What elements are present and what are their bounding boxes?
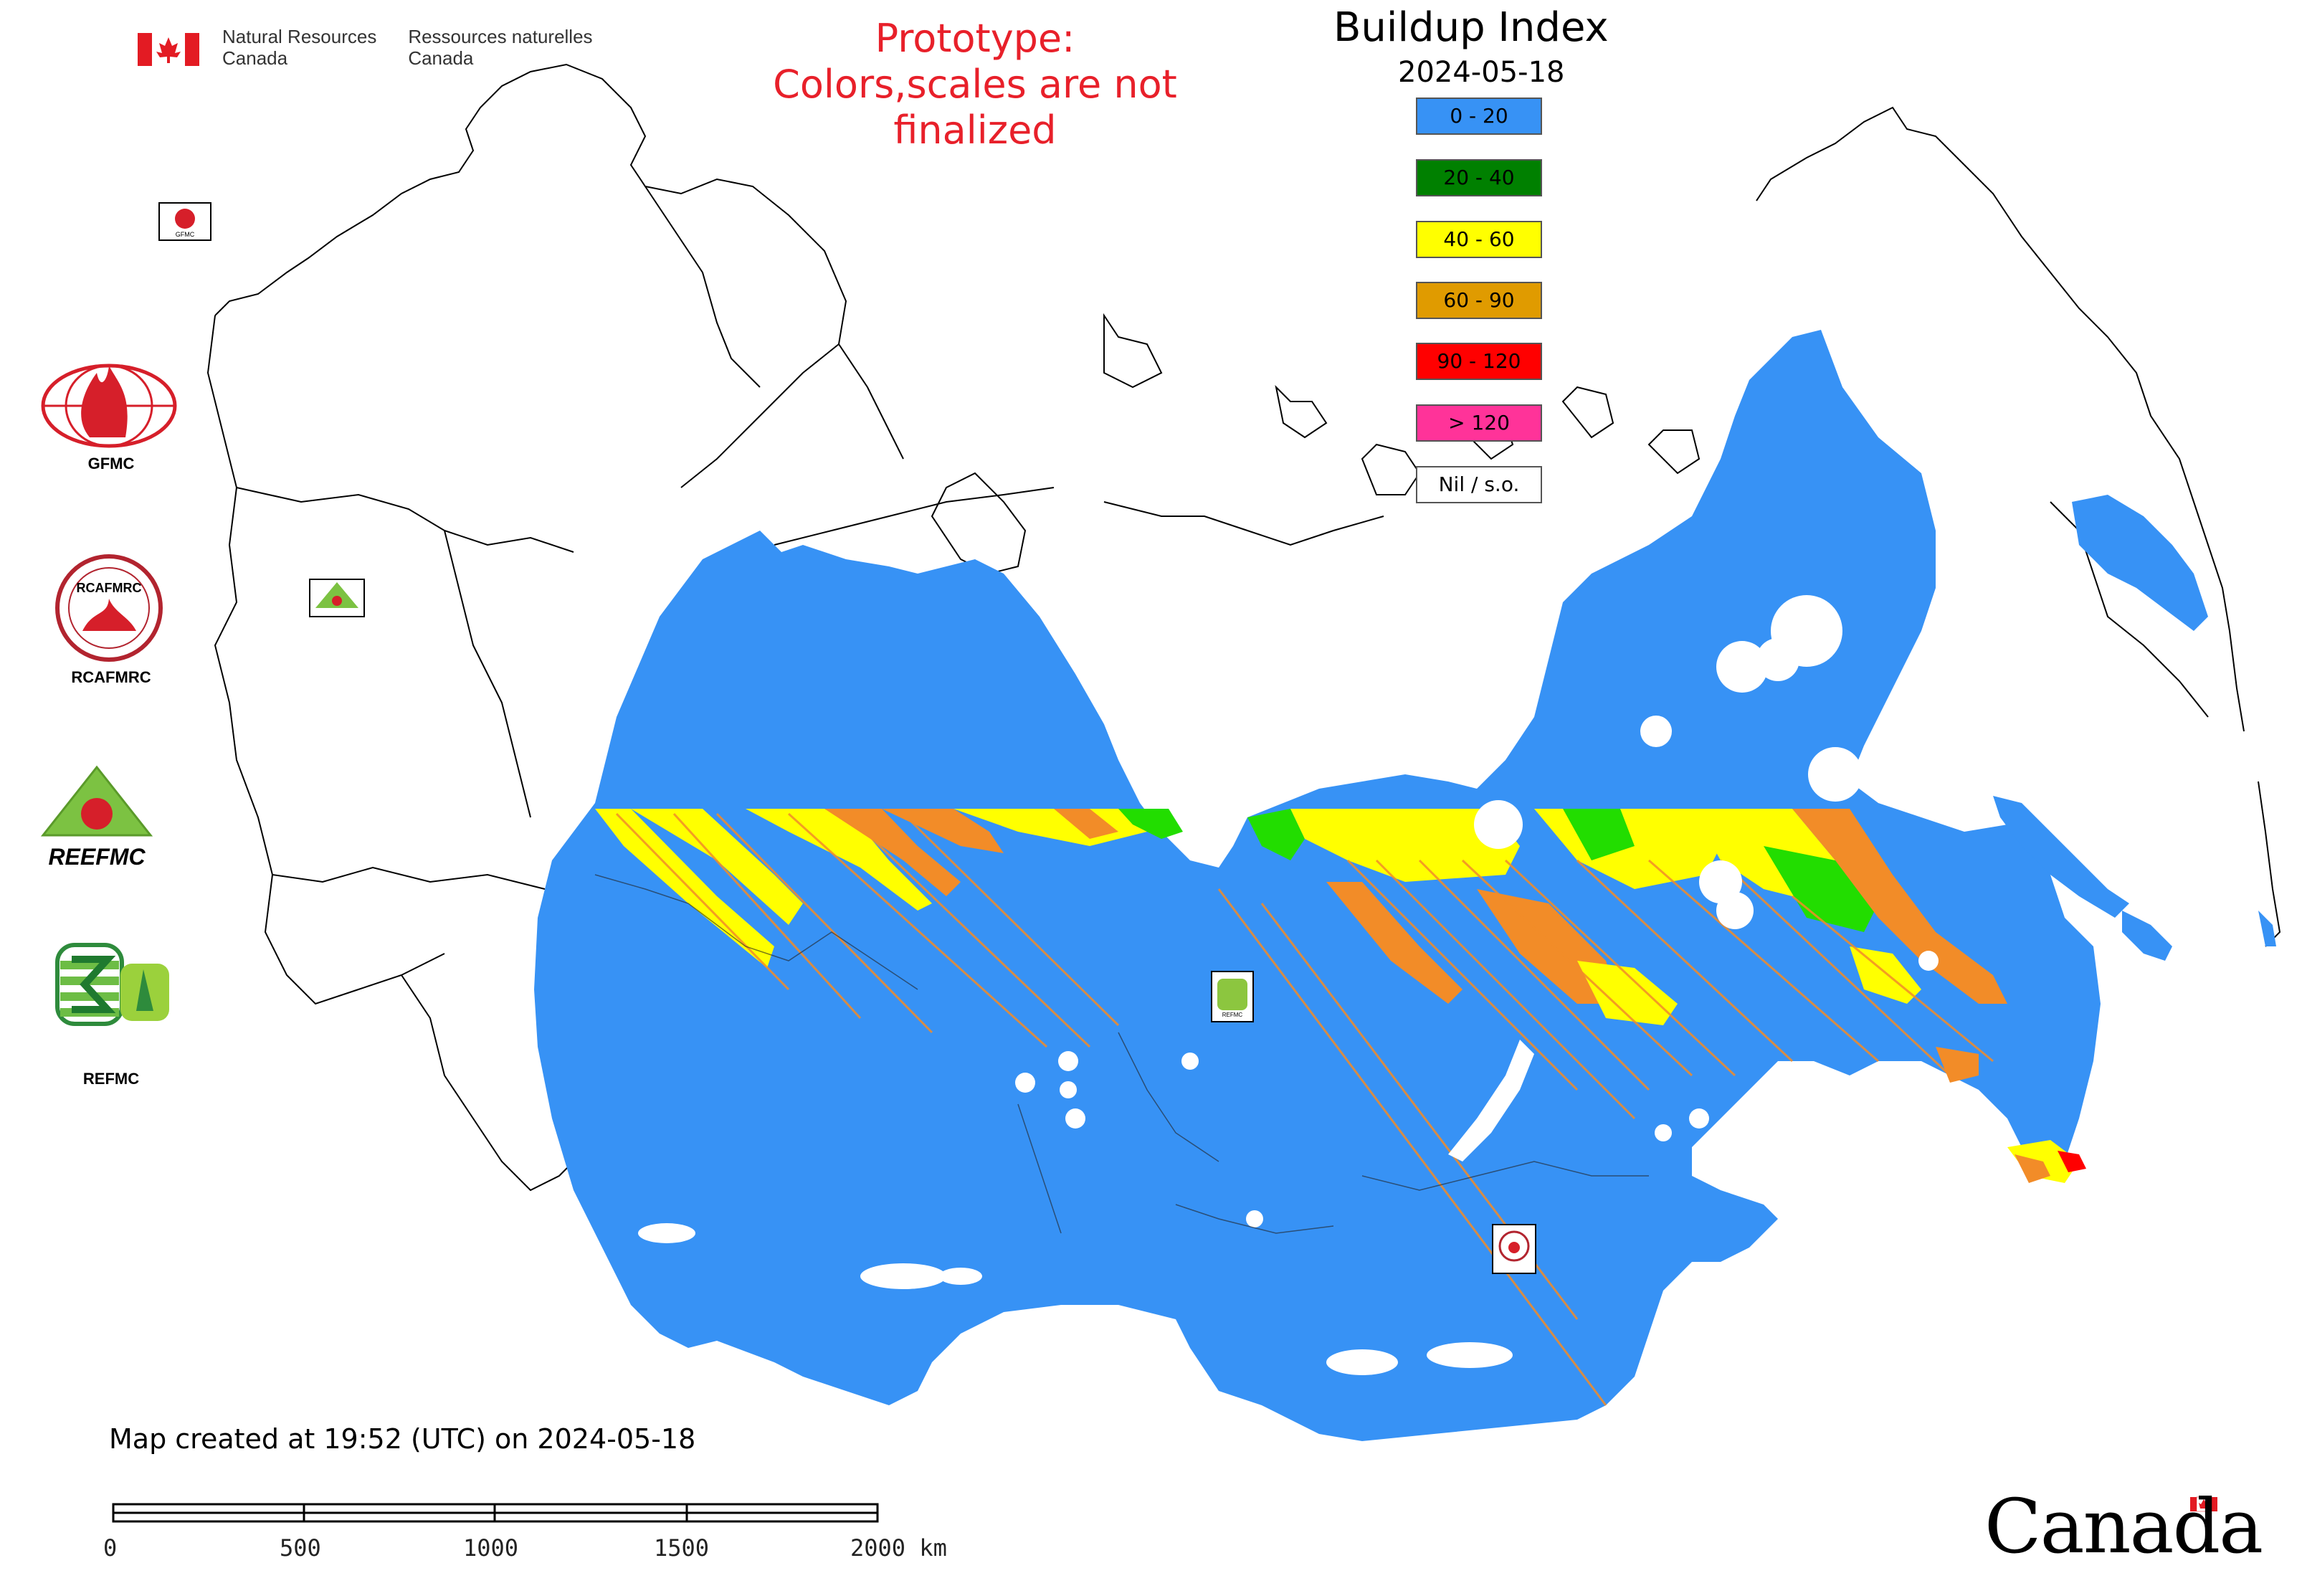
legend-title: Buildup Index bbox=[1333, 4, 1609, 51]
agency-name-en: Natural Resources Canada bbox=[222, 26, 377, 69]
svg-text:REEFMC: REEFMC bbox=[48, 844, 146, 870]
canada-wordmark: Canada bbox=[1984, 1483, 2263, 1570]
scale-label-2000: 2000 km bbox=[850, 1534, 947, 1562]
admin-borders bbox=[594, 874, 1649, 1234]
legend-item: > 120 bbox=[1416, 404, 1542, 442]
legend-date: 2024-05-18 bbox=[1398, 56, 1565, 89]
gfmc-label: GFMC bbox=[87, 455, 135, 472]
refmc-label: REFMC bbox=[82, 1070, 140, 1088]
svg-text:GFMC: GFMC bbox=[176, 231, 195, 238]
reefmc-logo: REEFMC bbox=[40, 765, 153, 870]
agency-name-fr: Ressources naturelles Canada bbox=[408, 26, 593, 69]
canada-wordmark-flag-icon bbox=[2190, 1496, 2217, 1512]
svg-text:REFMC: REFMC bbox=[1222, 1012, 1243, 1018]
nil-areas bbox=[638, 595, 1939, 1375]
map-marker-refmc: REFMC bbox=[1211, 971, 1254, 1022]
svg-text:RCAFMRC: RCAFMRC bbox=[77, 581, 142, 595]
refmc-logo bbox=[55, 943, 169, 1026]
legend-item: 20 - 40 bbox=[1416, 159, 1542, 196]
legend-item: 90 - 120 bbox=[1416, 343, 1542, 380]
buildup-index-raster bbox=[534, 330, 2276, 1441]
legend-item: Nil / s.o. bbox=[1416, 466, 1542, 503]
scale-bar bbox=[112, 1503, 879, 1523]
scale-label-500: 500 bbox=[280, 1534, 321, 1562]
map-marker-reefmc bbox=[309, 579, 365, 617]
rcafmrc-logo: RCAFMRC bbox=[55, 554, 163, 662]
scale-label-1500: 1500 bbox=[654, 1534, 710, 1562]
scale-label-0: 0 bbox=[103, 1534, 118, 1562]
map-marker-gfmc: GFMC bbox=[158, 202, 211, 241]
legend-item: 40 - 60 bbox=[1416, 221, 1542, 258]
rcafmrc-label: RCAFMRC bbox=[71, 668, 151, 686]
legend-item: 0 - 20 bbox=[1416, 98, 1542, 135]
map-created-note: Map created at 19:52 (UTC) on 2024-05-18 bbox=[109, 1423, 696, 1455]
gfmc-logo bbox=[41, 364, 177, 448]
map-marker-rcafmrc bbox=[1492, 1224, 1536, 1274]
legend-item: 60 - 90 bbox=[1416, 282, 1542, 319]
government-header: Natural Resources Canada Ressources natu… bbox=[136, 26, 593, 69]
scale-label-1000: 1000 bbox=[463, 1534, 519, 1562]
prototype-note: Prototype: Colors,scales are not finaliz… bbox=[773, 16, 1177, 153]
canada-flag-icon bbox=[138, 33, 199, 66]
